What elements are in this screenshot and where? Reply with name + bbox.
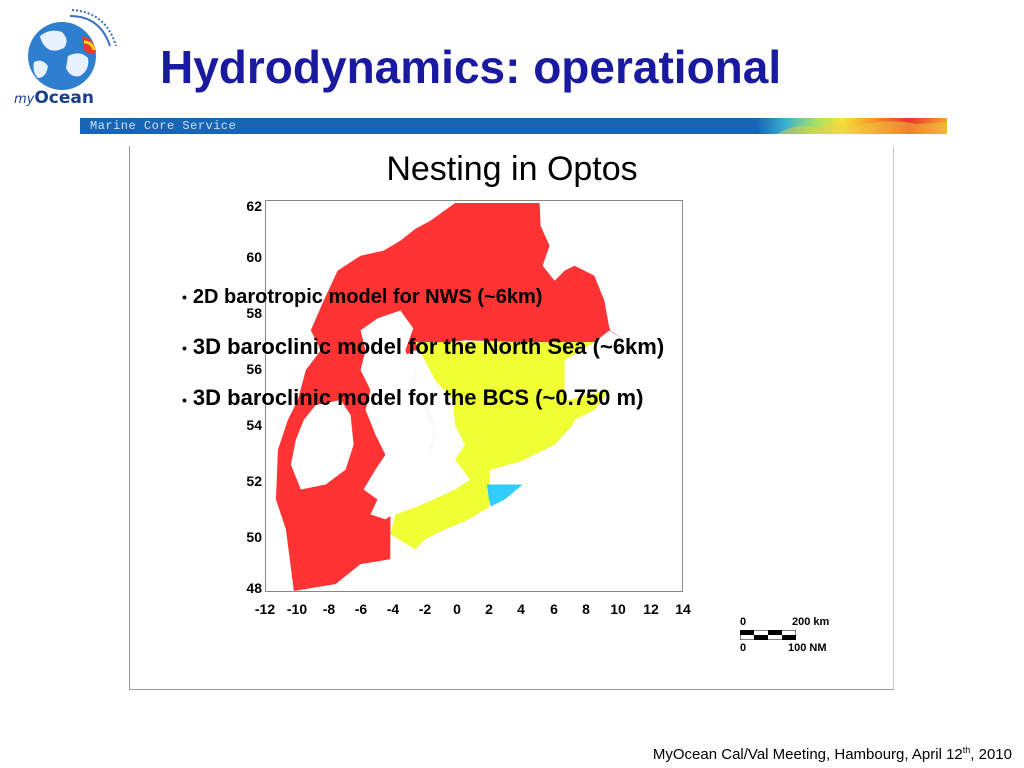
x-tick-label: -12 — [254, 601, 276, 617]
y-tick-label: 50 — [246, 529, 262, 545]
bullet-dot-icon: • — [182, 340, 187, 357]
footer-text-end: , 2010 — [970, 746, 1012, 763]
denmark-land — [564, 330, 635, 400]
footer: MyOcean Cal/Val Meeting, Hambourg, April… — [653, 745, 1012, 763]
x-tick-label: 10 — [610, 601, 626, 617]
x-tick-label: 8 — [582, 601, 590, 617]
continent-land — [390, 399, 682, 591]
y-tick-label: 58 — [246, 305, 262, 321]
globe-icon — [28, 22, 96, 90]
x-tick-label: -10 — [286, 601, 308, 617]
bullet-text: 3D baroclinic model for the North Sea (~… — [192, 334, 665, 360]
bullet-list: • 2D barotropic model for NWS (~6km) • 3D … — [182, 283, 664, 437]
bullet-item: • 3D baroclinic model for the BCS (~0.750… — [182, 385, 664, 412]
scale-km-start: 0 — [740, 616, 747, 628]
header-band: Marine Core Service — [80, 118, 947, 134]
bullet-item: • 3D baroclinic model for the North Sea (… — [182, 334, 664, 361]
sst-strip-image — [757, 118, 947, 134]
scale-bar: 0 200 km 0 100 NM — [740, 614, 850, 656]
y-tick-label: 56 — [246, 361, 262, 377]
x-tick-label: -4 — [386, 601, 400, 617]
y-tick-label: 52 — [246, 473, 262, 489]
scale-bar-graphic — [740, 630, 796, 640]
slide-title: Hydrodynamics: operational — [160, 41, 782, 93]
x-tick-label: 6 — [550, 601, 558, 617]
myocean-logo — [28, 9, 117, 90]
logo-wordmark-my: my — [14, 92, 35, 107]
ireland-land — [290, 399, 354, 490]
x-tick-label: -2 — [418, 601, 432, 617]
bcs-model-domain — [486, 484, 523, 508]
figure-frame — [129, 146, 894, 690]
nws-model-domain — [275, 202, 625, 591]
x-tick-label: 12 — [643, 601, 659, 617]
x-tick-label: 0 — [453, 601, 461, 617]
scale-km-end: 200 km — [792, 616, 830, 628]
bullet-item: • 2D barotropic model for NWS (~6km) — [182, 283, 664, 310]
x-tick-label: 2 — [485, 601, 493, 617]
figure-title: Nesting in Optos — [386, 150, 638, 188]
logo-wordmark: myOcean — [14, 88, 94, 108]
bullet-text: 2D barotropic model for NWS (~6km) — [192, 286, 543, 308]
scale-nm-start: 0 — [740, 642, 747, 654]
nesting-map — [265, 200, 683, 592]
y-tick-label: 48 — [246, 580, 262, 596]
north-sea-upper-fill — [415, 342, 610, 485]
y-tick-label: 54 — [246, 417, 262, 433]
logo-wordmark-ocean: Ocean — [34, 88, 94, 108]
scandinavia-land — [539, 202, 682, 329]
bullet-dot-icon: • — [182, 391, 187, 408]
great-britain-land — [360, 310, 471, 520]
x-tick-label: 14 — [675, 601, 691, 617]
x-tick-label: 4 — [517, 601, 525, 617]
bullet-text: 3D baroclinic model for the BCS (~0.750 … — [192, 385, 644, 411]
scale-nm-end: 100 NM — [788, 642, 827, 654]
bullet-dot-icon: • — [182, 289, 187, 306]
signal-arc-icon — [69, 9, 117, 47]
x-tick-label: -6 — [354, 601, 368, 617]
footer-superscript: th — [962, 745, 971, 755]
footer-text: MyOcean Cal/Val Meeting, Hambourg, April… — [652, 746, 963, 763]
x-tick-label: -8 — [322, 601, 336, 617]
y-tick-label: 62 — [246, 198, 262, 214]
y-tick-label: 60 — [246, 249, 262, 265]
band-label: Marine Core Service — [90, 119, 237, 133]
